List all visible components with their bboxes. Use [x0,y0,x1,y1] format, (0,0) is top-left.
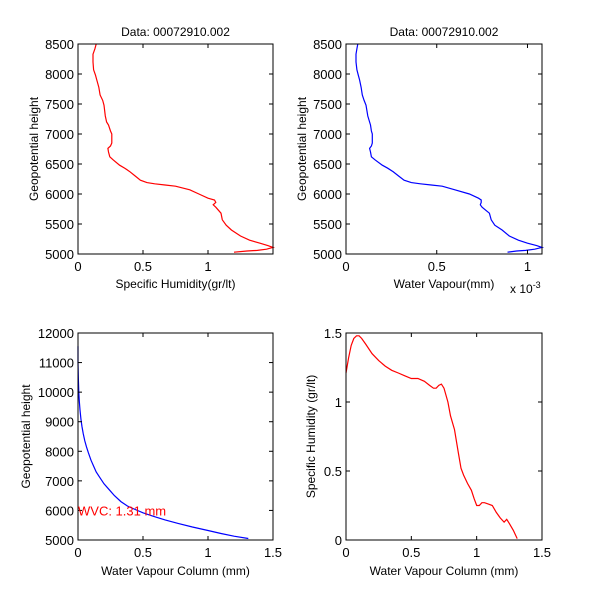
x-tick-label: 1 [204,545,211,560]
x-tick-label: 0 [74,545,81,560]
x-axis-exponent: x 10-3 [510,280,541,296]
y-tick-label: 5500 [45,217,74,232]
x-tick-label: 0 [342,259,349,274]
x-tick-label: 1 [204,259,211,274]
exponent-base: x 10 [510,282,533,296]
panel-bottom-left: Water Vapour Column (mm) Geopotential he… [19,326,282,578]
y-tick-label: 5000 [313,247,342,262]
y-tick-label: 8000 [313,67,342,82]
x-tick-label: 0.5 [134,545,152,560]
y-axis-label: Geopotential height [295,96,309,201]
exponent-power: -3 [533,280,541,290]
y-tick-label: 6000 [313,187,342,202]
axes-box [77,332,274,541]
x-tick-label: 1 [524,259,531,274]
y-tick-label: 6000 [45,503,74,518]
chart-title: Data: 00072910.002 [121,25,230,39]
series-line-specific-humidity-profile [92,43,276,253]
y-tick-label: 7000 [45,474,74,489]
panel-top-right: Data: 00072910.002 Water Vapour(mm) Geop… [295,25,545,296]
y-tick-label: 6000 [45,187,74,202]
y-tick-label: 5000 [45,533,74,548]
panel-top-left: Data: 00072910.002 Specific Humidity(gr/… [27,25,276,291]
axes-box [345,43,543,255]
x-tick-label: 1 [473,545,480,560]
x-tick-label: 0.5 [134,259,152,274]
x-tick-label: 0.5 [402,545,420,560]
y-axis-label: Geopotential height [27,96,41,201]
y-tick-label: 1 [335,395,342,410]
panel-bottom-right: Water Vapour Column (mm) Specific Humidi… [304,326,551,578]
axes-box [345,332,543,541]
x-tick-label: 1.5 [264,545,282,560]
y-tick-label: 7500 [313,97,342,112]
y-tick-label: 8500 [45,37,74,52]
wvc-annotation: WVC: 1.31 mm [78,503,166,518]
y-tick-label: 10000 [38,385,74,400]
x-tick-label: 0 [74,259,81,274]
y-tick-label: 5500 [313,217,342,232]
chart-title: Data: 00072910.002 [390,25,499,39]
y-axis-label: Geopotential height [19,384,33,489]
x-tick-label: 0.5 [428,259,446,274]
x-axis-label: Water Vapour Column (mm) [370,564,519,578]
x-axis-label: Specific Humidity(gr/lt) [115,277,235,291]
y-tick-label: 6500 [45,157,74,172]
y-tick-label: 12000 [38,326,74,341]
x-tick-label: 0 [342,545,349,560]
y-tick-label: 1.5 [324,326,342,341]
y-tick-label: 8000 [45,67,74,82]
y-tick-label: 9000 [45,415,74,430]
series-line-humidity-vs-column [345,335,518,539]
y-tick-label: 7000 [45,127,74,142]
y-tick-label: 11000 [39,356,74,371]
y-tick-label: 0.5 [324,464,342,479]
x-axis-label: Water Vapour Column (mm) [101,564,250,578]
y-tick-label: 6500 [313,157,342,172]
y-tick-label: 7000 [313,127,342,142]
y-tick-label: 7500 [45,97,74,112]
series-line-water-vapour-profile [355,43,545,253]
x-tick-label: 1.5 [533,545,551,560]
y-axis-label: Specific Humidity (gr/lt) [304,375,318,498]
y-tick-label: 5000 [45,247,74,262]
y-tick-label: 8000 [45,444,74,459]
x-axis-label: Water Vapour(mm) [394,277,495,291]
y-tick-label: 8500 [313,37,342,52]
y-tick-label: 0 [335,533,342,548]
series-line-water-vapour-column [77,346,249,540]
axes-box [77,43,274,255]
